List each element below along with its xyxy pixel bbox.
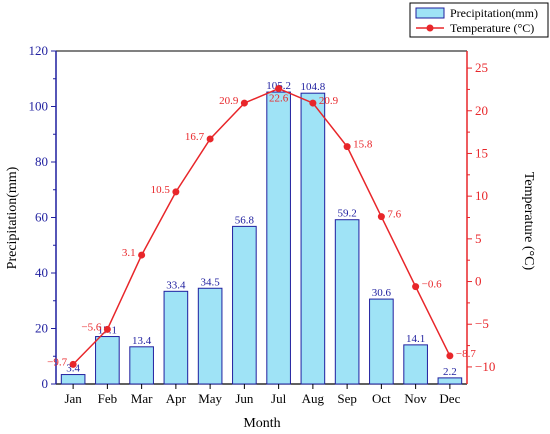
- x-tick-label: Sep: [337, 391, 357, 406]
- left-tick-label: 40: [35, 265, 48, 280]
- x-tick-label: Jul: [271, 391, 287, 406]
- x-tick-label: Jan: [64, 391, 82, 406]
- temperature-point: [172, 188, 180, 196]
- legend-temperature-label: Temperature (°C): [450, 21, 534, 35]
- precipitation-value-label: 2.2: [443, 366, 457, 378]
- temperature-value-label: 22.6: [269, 93, 289, 105]
- left-tick-label: 20: [35, 321, 48, 336]
- temperature-value-label: 16.7: [185, 131, 205, 143]
- temperature-line: [72, 87, 451, 365]
- x-axis-title: Month: [243, 416, 280, 431]
- temperature-point: [377, 213, 385, 221]
- plot-area: 3.417.113.433.434.556.8105.2104.859.230.…: [47, 50, 476, 385]
- x-tick-label: Dec: [439, 391, 460, 406]
- temperature-value-label: −8.7: [456, 348, 476, 360]
- right-tick-label: 25: [475, 60, 488, 75]
- precipitation-bar: [437, 377, 463, 385]
- x-tick-label: Oct: [372, 391, 391, 406]
- right-tick-label: 15: [475, 145, 488, 160]
- temperature-axis: −10 −5 0 5 10 15 20 25: [467, 60, 495, 374]
- precipitation-value-label: 56.8: [235, 214, 255, 226]
- precipitation-value-label: 104.8: [301, 81, 326, 93]
- temperature-value-label: 7.6: [387, 209, 401, 221]
- legend: Precipitation(mm) Temperature (°C): [409, 2, 549, 38]
- right-tick-label: 10: [475, 188, 488, 203]
- right-tick-label: −5: [475, 316, 489, 331]
- right-tick-label: 0: [475, 274, 482, 289]
- temperature-value-label: 20.9: [219, 95, 239, 107]
- left-tick-label: 0: [42, 376, 49, 391]
- x-tick-label: Mar: [131, 391, 153, 406]
- precipitation-bar: [334, 219, 360, 385]
- month-axis: Jan Feb Mar Apr May Jun Jul Aug Sep Oct Nov Dec: [64, 384, 461, 406]
- legend-precipitation-label: Precipitation(mm): [450, 6, 538, 20]
- temperature-point: [69, 360, 77, 368]
- x-tick-label: Nov: [404, 391, 427, 406]
- temperature-value-label: −5.6: [81, 321, 101, 333]
- temperature-value-label: −9.7: [47, 356, 67, 368]
- precipitation-value-label: 3.4: [66, 363, 80, 375]
- right-tick-label: 5: [475, 231, 482, 246]
- temperature-point: [275, 85, 283, 93]
- temperature-value-label: 10.5: [151, 184, 171, 196]
- left-tick-label: 120: [29, 43, 49, 58]
- temperature-value-label: 20.9: [319, 95, 339, 107]
- precipitation-value-label: 34.5: [201, 276, 221, 288]
- legend-temperature-marker: [426, 24, 434, 32]
- x-tick-label: Apr: [166, 391, 187, 406]
- temperature-point: [206, 135, 214, 143]
- precipitation-bar: [369, 298, 394, 385]
- precipitation-value-label: 14.1: [406, 333, 425, 345]
- precipitation-axis: 0 20 40 60 80 100 120: [29, 43, 56, 391]
- x-tick-label: Jun: [235, 391, 254, 406]
- left-tick-label: 100: [29, 99, 49, 114]
- temperature-point: [240, 99, 248, 107]
- precipitation-bar: [163, 290, 189, 385]
- temperature-point: [412, 283, 420, 291]
- precipitation-bar: [129, 346, 154, 385]
- right-tick-label: −10: [475, 359, 495, 374]
- temperature-value-label: 3.1: [122, 247, 136, 259]
- legend-precipitation-swatch: [415, 7, 445, 19]
- temperature-point: [446, 352, 454, 360]
- y-axis-title-right: Temperature (°C): [521, 172, 536, 271]
- temperature-point: [103, 325, 111, 333]
- precipitation-bar: [266, 91, 291, 385]
- y-axis-title-left: Precipitation(mm): [5, 166, 20, 269]
- precipitation-value-label: 59.2: [338, 208, 357, 220]
- left-tick-label: 60: [35, 210, 48, 225]
- temperature-point: [309, 99, 317, 107]
- precipitation-value-label: 13.4: [132, 335, 152, 347]
- x-tick-label: Feb: [98, 391, 118, 406]
- precipitation-value-label: 30.6: [372, 287, 392, 299]
- precipitation-bar: [300, 92, 326, 385]
- x-tick-label: Aug: [302, 391, 325, 406]
- precipitation-value-label: 33.4: [166, 279, 186, 291]
- precipitation-bar: [403, 344, 428, 385]
- right-tick-label: 20: [475, 103, 488, 118]
- precipitation-bar: [197, 287, 223, 385]
- temperature-point: [343, 143, 351, 151]
- precipitation-bar: [95, 336, 120, 385]
- temperature-point: [138, 251, 146, 259]
- temperature-value-label: 15.8: [353, 139, 373, 151]
- precipitation-bar: [60, 374, 86, 385]
- left-tick-label: 80: [35, 154, 48, 169]
- precipitation-bar: [232, 225, 257, 385]
- x-tick-label: May: [198, 391, 222, 406]
- temperature-value-label: −0.6: [422, 279, 442, 291]
